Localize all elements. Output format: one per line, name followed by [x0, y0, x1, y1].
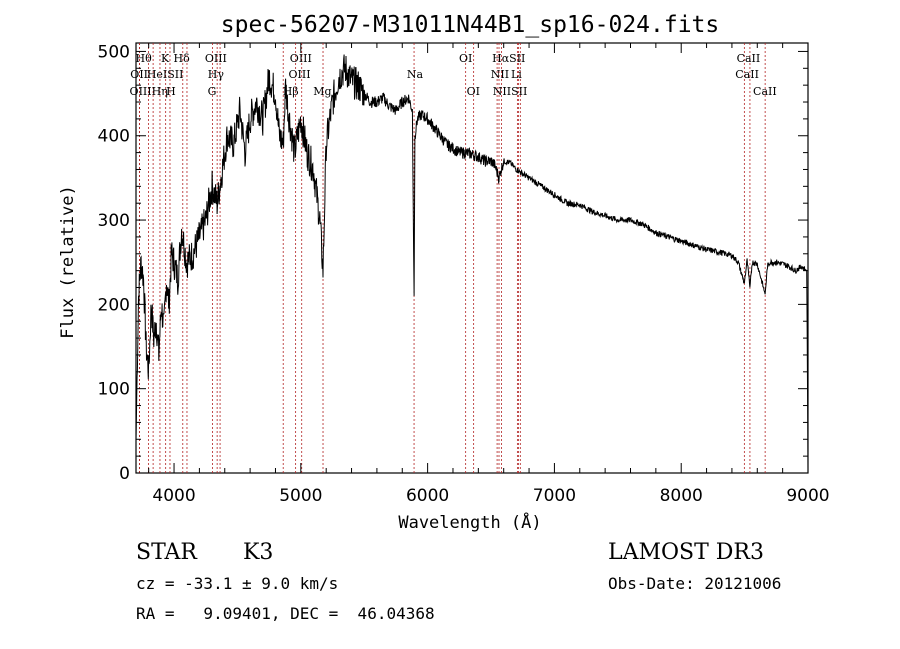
line-label: Mg: [313, 85, 331, 98]
y-tick-label: 200: [98, 295, 130, 315]
y-axis-ticks: 0 100 200 300 400 500: [98, 42, 808, 484]
line-label: CaII: [753, 85, 777, 98]
x-tick-label: 8000: [660, 486, 703, 506]
line-label: HαSII: [492, 52, 525, 65]
line-label: CaII: [735, 68, 759, 81]
line-label: HeISII: [147, 68, 184, 81]
y-tick-label: 100: [98, 380, 130, 400]
line-label: Li: [511, 68, 522, 81]
x-axis-ticks: 4000 5000 6000 7000 8000 9000: [148, 43, 830, 506]
line-label: OIII: [289, 68, 311, 81]
redshift-value: cz = -33.1 ± 9.0 km/s: [136, 574, 339, 593]
line-label: OI: [459, 52, 472, 65]
spectrum-line: [135, 54, 809, 469]
line-label: Hθ: [135, 52, 152, 65]
plot-frame: [135, 42, 809, 474]
chart-title: spec-56207-M31011N44B1_sp16-024.fits: [221, 12, 720, 38]
line-label: K: [161, 52, 170, 65]
y-axis-label: Flux (relative): [58, 185, 78, 339]
line-label: Hγ: [208, 68, 225, 81]
line-label: OII: [130, 68, 148, 81]
line-label: G: [208, 85, 217, 98]
line-label: OIII: [205, 52, 227, 65]
x-axis-label: Wavelength (Å): [398, 511, 541, 533]
line-label: H: [166, 85, 176, 98]
line-label: Hδ: [174, 52, 191, 65]
line-label: Na: [407, 68, 424, 81]
y-tick-label: 300: [98, 211, 130, 231]
coordinates: RA = 9.09401, DEC = 46.04368: [136, 604, 435, 623]
obs-date: Obs-Date: 20121006: [608, 574, 782, 593]
y-tick-label: 400: [98, 127, 130, 147]
x-tick-label: 5000: [279, 486, 322, 506]
line-label: NIISII: [493, 85, 528, 98]
x-tick-label: 6000: [406, 486, 449, 506]
y-tick-label: 500: [98, 42, 130, 62]
line-label: CaII: [737, 52, 761, 65]
object-class: STAR: [136, 540, 197, 565]
line-label: OIII: [290, 52, 312, 65]
line-label: OIIIHη: [130, 85, 168, 98]
x-tick-label: 9000: [786, 486, 829, 506]
x-tick-label: 4000: [152, 486, 195, 506]
survey-name: LAMOST DR3: [608, 540, 764, 565]
x-tick-label: 7000: [533, 486, 576, 506]
y-tick-label: 0: [119, 464, 130, 484]
spectral-line-markers: [139, 43, 766, 473]
spectral-subclass: K3: [243, 540, 274, 565]
line-label: OI: [467, 85, 480, 98]
line-label: NII: [491, 68, 509, 81]
